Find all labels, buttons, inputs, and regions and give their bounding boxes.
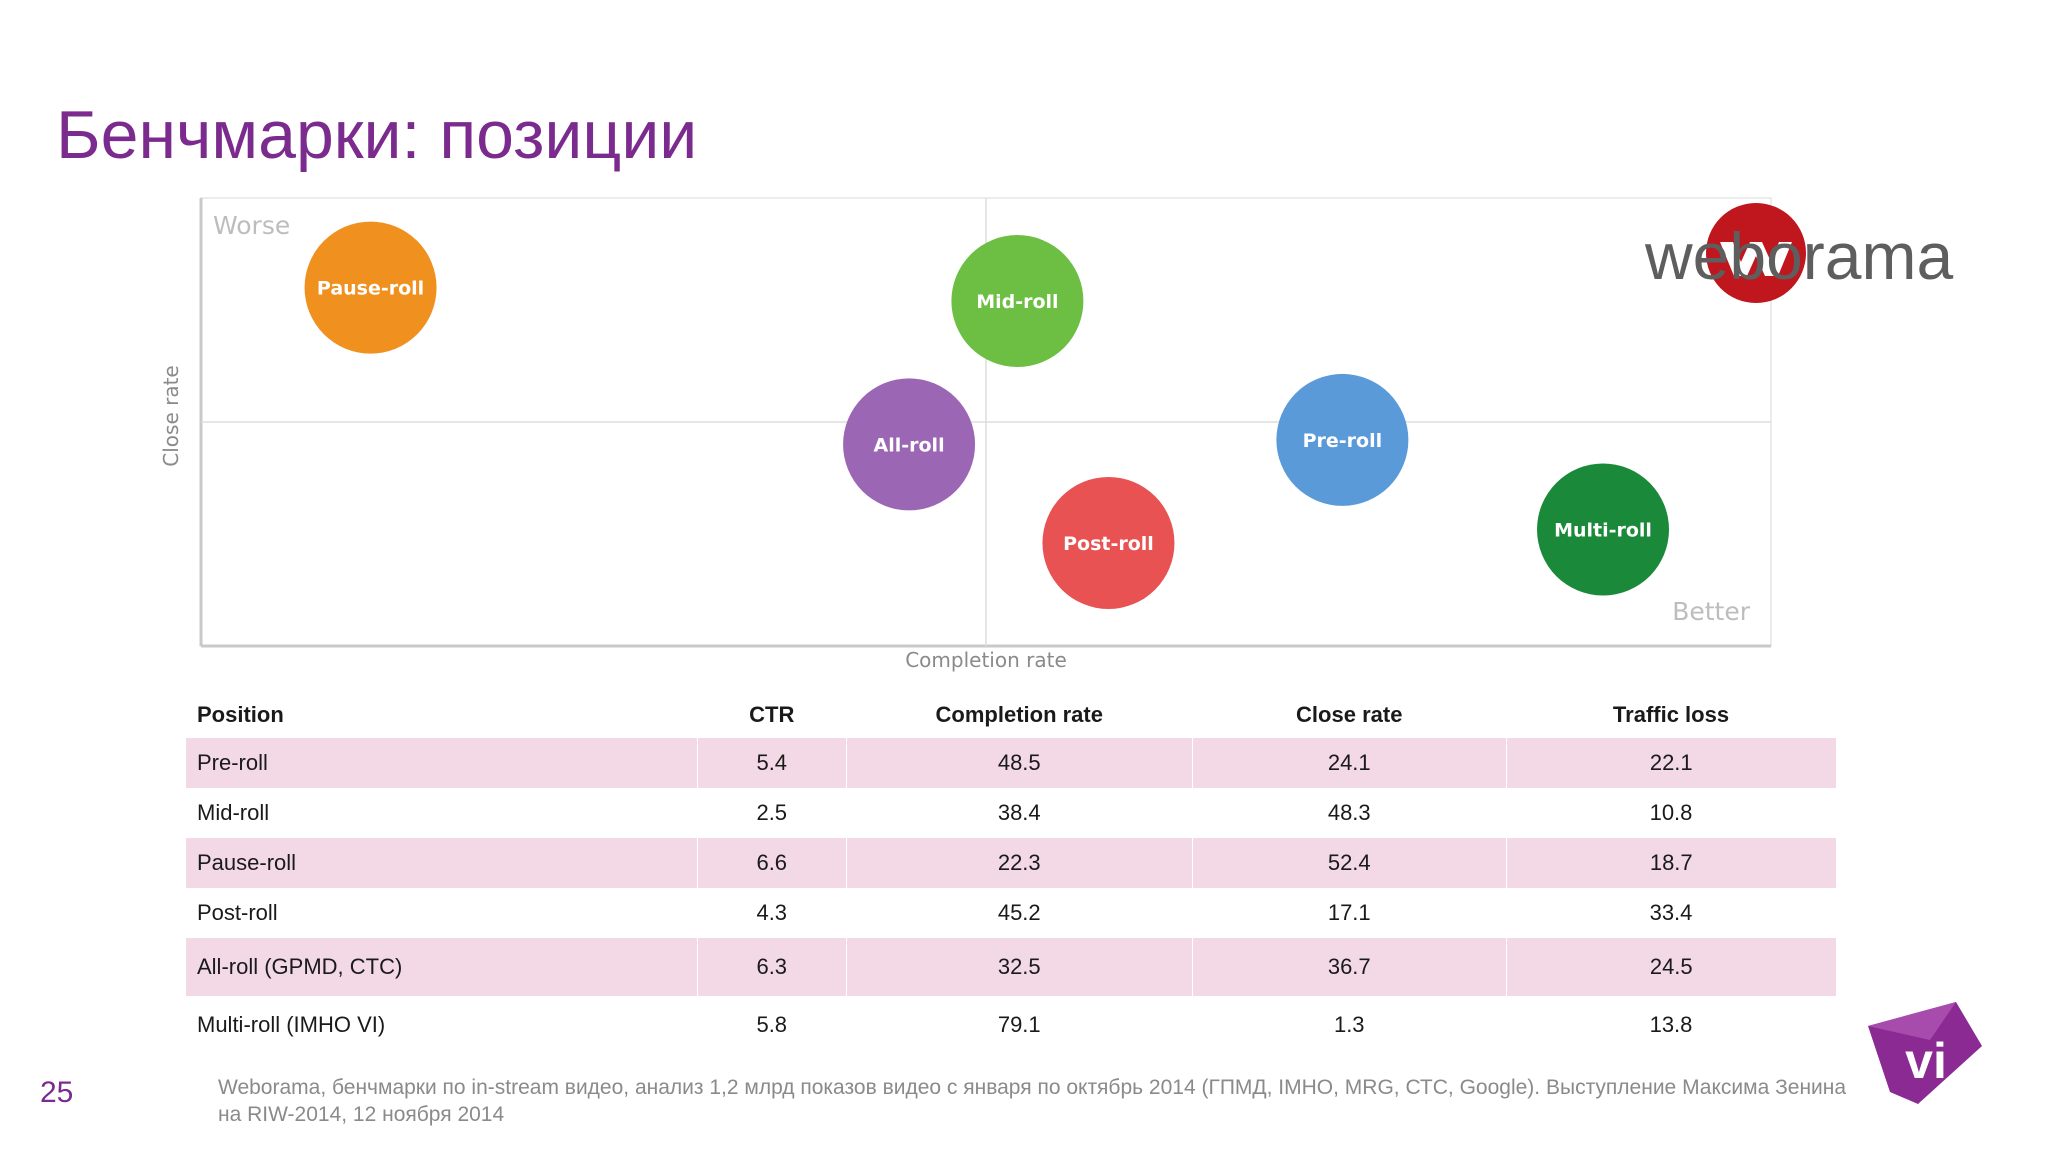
source-note: Weborama, бенчмарки по in-stream видео, … <box>218 1076 1847 1126</box>
cell-position: Mid-roll <box>197 800 270 825</box>
cell-traffic-loss: 24.5 <box>1505 938 1836 996</box>
y-axis-label: Close rate <box>160 365 183 466</box>
cell-ctr: 5.8 <box>756 1012 788 1037</box>
x-axis-label: Completion rate <box>905 648 1067 672</box>
bubble-label-pause-roll: Pause-roll <box>317 278 424 300</box>
cell-close-rate: 48.3 <box>1327 800 1371 825</box>
benchmark-table: Position CTR Completion rate Close rate … <box>186 692 1836 1054</box>
cell-traffic-loss: 13.8 <box>1649 1012 1693 1037</box>
page-number: 25 <box>40 1076 74 1109</box>
cell-position: Multi-roll (IMHO VI) <box>197 1012 386 1037</box>
cell-position: Pre-roll <box>186 738 698 788</box>
cell-ctr: 6.6 <box>697 838 846 888</box>
corner-label-better: Better <box>1672 597 1751 626</box>
bubbles-group: Pause-roll Mid-roll All-roll Post-roll Pre-r… <box>304 221 1670 609</box>
cell-completion-rate: 79.1 <box>997 1012 1041 1037</box>
bubble-label-all-roll: All-roll <box>874 434 945 456</box>
cell-completion-rate: 38.4 <box>997 800 1041 825</box>
cell-close-rate: 1.3 <box>1333 1012 1365 1037</box>
header-close-rate: Close rate <box>1296 702 1403 727</box>
bubble-label-multi-roll: Multi-roll <box>1554 520 1652 542</box>
cell-close-rate: 17.1 <box>1327 900 1371 925</box>
table-row: All-roll (GPMD, CTC) 6.3 32.5 36.7 24.5 <box>186 938 1836 996</box>
cell-completion-rate: 45.2 <box>997 900 1041 925</box>
cell-close-rate: 36.7 <box>1192 938 1506 996</box>
cell-close-rate: 52.4 <box>1192 838 1506 888</box>
weborama-logo-text: weborama <box>1645 219 1954 293</box>
bubble-post-roll <box>1042 476 1175 609</box>
bubble-label-pre-roll: Pre-roll <box>1303 430 1383 452</box>
cell-ctr: 2.5 <box>756 800 788 825</box>
cell-completion-rate: 48.5 <box>845 738 1193 788</box>
vi-logo-facet <box>1868 1002 1956 1040</box>
cell-position: Post-roll <box>197 900 278 925</box>
cell-ctr: 6.3 <box>697 938 846 996</box>
vi-logo-text: vi <box>1905 1033 1947 1089</box>
weborama-logo-mark <box>1720 242 1792 276</box>
header-position: Position <box>197 702 284 727</box>
table-row: Multi-roll (IMHO VI) 5.8 79.1 1.3 13.8 <box>186 996 1836 1054</box>
cell-close-rate: 24.1 <box>1192 738 1506 788</box>
cell-position: All-roll (GPMD, CTC) <box>186 938 698 996</box>
cell-ctr: 5.4 <box>697 738 846 788</box>
bubble-label-mid-roll: Mid-roll <box>976 291 1058 313</box>
cell-completion-rate: 22.3 <box>845 838 1193 888</box>
bubble-label-post-roll: Post-roll <box>1063 533 1154 555</box>
vi-logo: vi <box>1868 1002 1982 1104</box>
header-completion-rate: Completion rate <box>935 702 1103 727</box>
corner-label-worse: Worse <box>213 211 290 240</box>
cell-traffic-loss: 22.1 <box>1505 738 1836 788</box>
header-traffic-loss: Traffic loss <box>1612 702 1730 727</box>
slide-title: Бенчмарки: позиции <box>56 97 698 173</box>
table-row: Post-roll 4.3 45.2 17.1 33.4 <box>186 888 1836 938</box>
cell-position: Pause-roll <box>186 838 698 888</box>
bubble-all-roll <box>843 378 976 511</box>
bubble-pre-roll <box>1276 373 1409 506</box>
cell-ctr: 4.3 <box>756 900 788 925</box>
cell-traffic-loss: 10.8 <box>1649 800 1693 825</box>
weborama-logo <box>1706 203 1806 303</box>
bubble-multi-roll <box>1537 463 1670 596</box>
table-header-row: Position CTR Completion rate Close rate … <box>186 692 1836 738</box>
table-row: Mid-roll 2.5 38.4 48.3 10.8 <box>186 788 1836 838</box>
table-row: Pause-roll 6.6 22.3 52.4 18.7 <box>186 838 1836 888</box>
cell-traffic-loss: 33.4 <box>1649 900 1693 925</box>
bubble-mid-roll <box>951 235 1084 368</box>
bubble-chart: Worse Better Completion rate Close rate … <box>160 197 1772 672</box>
bubble-pause-roll <box>304 221 437 354</box>
header-ctr: CTR <box>749 702 795 727</box>
cell-completion-rate: 32.5 <box>845 938 1193 996</box>
cell-traffic-loss: 18.7 <box>1505 838 1836 888</box>
table-row: Pre-roll 5.4 48.5 24.1 22.1 <box>186 738 1836 788</box>
